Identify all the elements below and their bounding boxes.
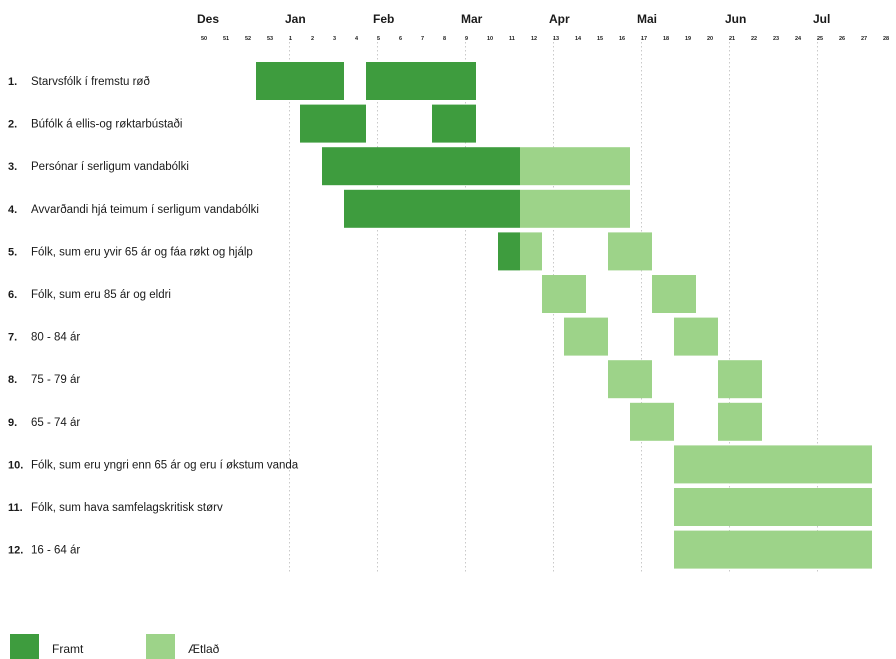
bar-framt bbox=[498, 232, 520, 271]
legend-label: Ætlað bbox=[188, 642, 220, 656]
row-label: 16 - 64 ár bbox=[31, 545, 80, 557]
row-number: 10. bbox=[8, 459, 23, 471]
week-label: 11 bbox=[509, 36, 515, 42]
row-number: 3. bbox=[8, 161, 17, 173]
row-number: 12. bbox=[8, 545, 23, 557]
week-label: 7 bbox=[421, 36, 424, 42]
row-label: Persónar í serligum vandabólki bbox=[31, 161, 189, 173]
week-label: 12 bbox=[531, 36, 537, 42]
week-label: 4 bbox=[355, 36, 359, 42]
bar-aetlad bbox=[608, 360, 652, 399]
month-label: Mar bbox=[461, 12, 483, 26]
row-number: 7. bbox=[8, 332, 17, 344]
row-number: 9. bbox=[8, 417, 17, 429]
bar-framt bbox=[300, 104, 366, 143]
week-label: 14 bbox=[575, 36, 582, 42]
row-label: Fólk, sum hava samfelagskritisk størv bbox=[31, 502, 223, 514]
week-label: 13 bbox=[553, 36, 559, 42]
week-label: 22 bbox=[751, 36, 757, 42]
bar-aetlad bbox=[674, 530, 872, 569]
row-number: 5. bbox=[8, 246, 17, 258]
legend-label: Framt bbox=[52, 642, 84, 656]
bar-aetlad bbox=[674, 445, 872, 484]
week-label: 16 bbox=[619, 36, 625, 42]
row-label: Búfólk á ellis-og røktarbústaði bbox=[31, 119, 182, 131]
row-number: 8. bbox=[8, 374, 17, 386]
week-label: 24 bbox=[795, 36, 802, 42]
week-label: 51 bbox=[223, 36, 229, 42]
month-label: Des bbox=[197, 12, 219, 26]
bar-aetlad bbox=[542, 275, 586, 313]
week-label: 53 bbox=[267, 36, 273, 42]
week-label: 28 bbox=[883, 36, 889, 42]
month-label: Mai bbox=[637, 12, 657, 26]
week-label: 9 bbox=[465, 36, 468, 42]
legend: Framt Ætlað bbox=[10, 634, 220, 659]
week-label: 26 bbox=[839, 36, 845, 42]
row-number: 1. bbox=[8, 76, 17, 88]
bar-aetlad bbox=[630, 402, 674, 441]
bar-aetlad bbox=[718, 402, 762, 441]
bar-aetlad bbox=[520, 232, 542, 271]
row-label: Avvarðandi hjá teimum í serligum vandabó… bbox=[31, 204, 259, 216]
week-label: 8 bbox=[443, 36, 446, 42]
week-label: 27 bbox=[861, 36, 867, 42]
row-number: 2. bbox=[8, 119, 17, 131]
bar-aetlad bbox=[718, 360, 762, 399]
row-number: 4. bbox=[8, 204, 17, 216]
legend-swatch bbox=[146, 634, 175, 659]
bar-framt bbox=[344, 189, 520, 228]
bar-aetlad bbox=[674, 488, 872, 526]
bar-framt bbox=[322, 147, 520, 186]
week-label: 20 bbox=[707, 36, 713, 42]
bars bbox=[256, 62, 872, 569]
week-label: 5 bbox=[377, 36, 380, 42]
week-label: 19 bbox=[685, 36, 691, 42]
month-label: Jun bbox=[725, 12, 746, 26]
legend-item-aetlad: Ætlað bbox=[146, 634, 220, 659]
week-label: 3 bbox=[333, 36, 336, 42]
week-label: 6 bbox=[399, 36, 402, 42]
row-number: 11. bbox=[8, 502, 23, 514]
week-label: 25 bbox=[817, 36, 823, 42]
row-label: Fólk, sum eru 85 ár og eldri bbox=[31, 289, 171, 301]
bar-aetlad bbox=[674, 317, 718, 356]
row-labels: 1. Starvsfólk í fremstu røð 2. Búfólk á ell… bbox=[8, 76, 299, 557]
row-label: 65 - 74 ár bbox=[31, 417, 80, 429]
week-label: 23 bbox=[773, 36, 779, 42]
week-label: 21 bbox=[729, 36, 735, 42]
month-label: Jan bbox=[285, 12, 306, 26]
bar-framt bbox=[366, 62, 476, 100]
month-label: Feb bbox=[373, 12, 394, 26]
bar-aetlad bbox=[520, 147, 630, 186]
bar-aetlad bbox=[520, 189, 630, 228]
legend-item-framt: Framt bbox=[10, 634, 84, 659]
row-label: 80 - 84 ár bbox=[31, 332, 80, 344]
month-label: Apr bbox=[549, 12, 570, 26]
row-number: 6. bbox=[8, 289, 17, 301]
row-label: Fólk, sum eru yvir 65 ár og fáa røkt og … bbox=[31, 246, 253, 258]
week-label: 10 bbox=[487, 36, 493, 42]
bar-aetlad bbox=[564, 317, 608, 356]
bar-aetlad bbox=[652, 275, 696, 313]
bar-aetlad bbox=[608, 232, 652, 271]
week-label: 2 bbox=[311, 36, 314, 42]
week-label: 15 bbox=[597, 36, 603, 42]
legend-swatch bbox=[10, 634, 39, 659]
row-label: 75 - 79 ár bbox=[31, 374, 80, 386]
month-label: Jul bbox=[813, 12, 830, 26]
week-label: 18 bbox=[663, 36, 669, 42]
week-label: 52 bbox=[245, 36, 251, 42]
week-label: 17 bbox=[641, 36, 647, 42]
bar-framt bbox=[432, 104, 476, 143]
bar-framt bbox=[256, 62, 344, 100]
week-label: 1 bbox=[289, 36, 292, 42]
row-label: Starvsfólk í fremstu røð bbox=[31, 76, 150, 88]
week-label: 50 bbox=[201, 36, 207, 42]
row-label: Fólk, sum eru yngri enn 65 ár og eru í ø… bbox=[31, 459, 299, 471]
